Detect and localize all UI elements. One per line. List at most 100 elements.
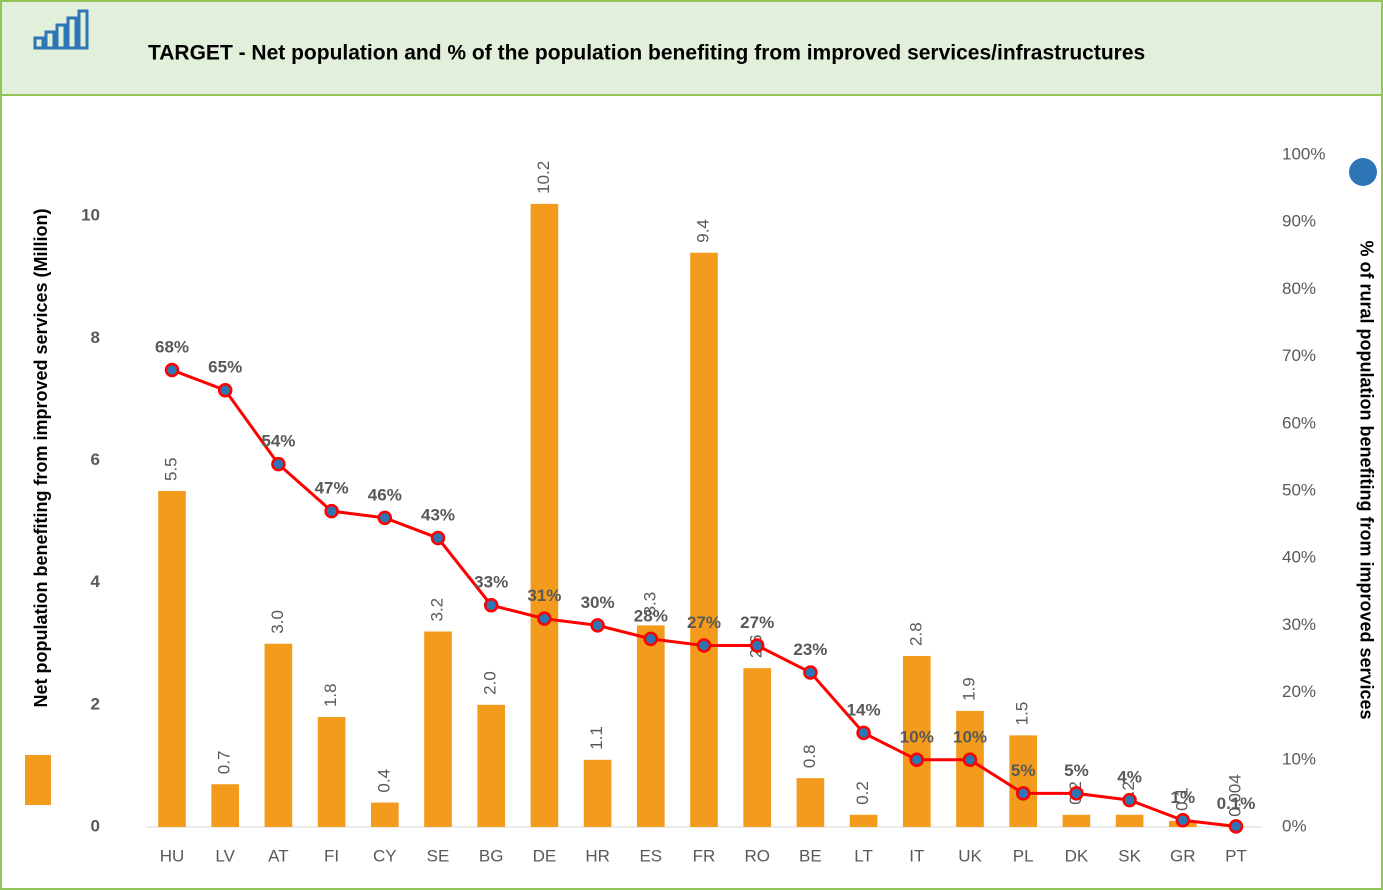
- line-value-label: 5%: [1064, 761, 1089, 780]
- line-value-label: 1%: [1171, 788, 1196, 807]
- line-value-label: 30%: [581, 593, 615, 612]
- line-value-label: 65%: [208, 358, 242, 377]
- bar-value-label: 5.5: [161, 457, 180, 481]
- y2-tick-label: 100%: [1282, 144, 1325, 163]
- bar-value-label: 2.8: [906, 622, 925, 646]
- x-tick-label: DE: [533, 846, 557, 865]
- bar-value-label: 3.0: [268, 610, 287, 634]
- line-marker: [643, 631, 659, 647]
- frame: [0, 94, 1383, 890]
- line-value-label: 4%: [1117, 768, 1142, 787]
- legend-bar-swatch: [25, 755, 51, 805]
- bar: [796, 778, 825, 827]
- bar-value-label: 0.2: [853, 781, 872, 805]
- line-value-label: 0.1%: [1217, 794, 1256, 813]
- bar: [317, 717, 346, 827]
- bar-value-label: 0.8: [800, 744, 819, 768]
- bar-value-label: 1.8: [321, 683, 340, 707]
- line-marker: [856, 725, 871, 741]
- x-tick-label: HU: [160, 846, 185, 865]
- x-tick-label: ES: [639, 846, 662, 865]
- bar-value-label: 10.2: [534, 161, 553, 194]
- bar: [370, 802, 399, 827]
- line-value-label: 28%: [634, 606, 668, 625]
- y2-tick-label: 80%: [1282, 279, 1316, 298]
- bar: [530, 203, 559, 827]
- bar: [743, 668, 772, 827]
- chart-title: TARGET - Net population and % of the pop…: [148, 42, 1145, 65]
- bar-value-label: 0.1: [1172, 787, 1191, 811]
- x-tick-label: LV: [215, 846, 235, 865]
- y-tick-label: 10: [81, 206, 100, 225]
- bar-value-label: 0.4: [374, 769, 393, 793]
- line-value-label: 43%: [421, 506, 455, 525]
- line-value-label: 27%: [687, 613, 721, 632]
- x-tick-label: IT: [909, 846, 924, 865]
- x-tick-label: AT: [268, 846, 288, 865]
- x-tick-label: BG: [479, 846, 504, 865]
- line-value-label: 27%: [740, 613, 774, 632]
- x-tick-label: PL: [1013, 846, 1034, 865]
- y-tick-label: 4: [91, 572, 101, 591]
- line-marker: [483, 597, 499, 613]
- line-value-label: 14%: [847, 700, 881, 719]
- bar: [1115, 814, 1144, 827]
- x-tick-label: SK: [1118, 846, 1141, 865]
- x-tick-label: PT: [1225, 846, 1247, 865]
- x-tick-label: FI: [324, 846, 339, 865]
- line-marker: [1069, 786, 1084, 801]
- bar: [956, 710, 984, 827]
- line-value-label: 47%: [315, 479, 349, 498]
- line-value-label: 10%: [953, 727, 987, 746]
- x-tick-label: GR: [1170, 846, 1196, 865]
- line-marker: [164, 362, 180, 378]
- bar-value-label: 3.2: [427, 598, 446, 622]
- bar: [424, 631, 452, 827]
- line-value-label: 46%: [368, 485, 402, 504]
- line-marker: [1122, 792, 1137, 808]
- bar: [158, 491, 186, 827]
- line-marker: [377, 510, 393, 526]
- line-marker: [803, 665, 818, 680]
- x-tick-label: BE: [799, 846, 822, 865]
- line-value-label: 5%: [1011, 761, 1036, 780]
- line-marker: [1015, 786, 1031, 801]
- y2-tick-label: 10%: [1282, 749, 1316, 768]
- line-value-label: 10%: [900, 727, 934, 746]
- bar: [583, 759, 612, 827]
- bar: [211, 784, 240, 827]
- legend-line-swatch: [1349, 158, 1377, 186]
- bar: [690, 252, 718, 827]
- y2-tick-label: 40%: [1282, 548, 1316, 567]
- line-value-label: 33%: [474, 573, 508, 592]
- line-value-label: 31%: [527, 586, 561, 605]
- x-tick-label: RO: [744, 846, 770, 865]
- x-tick-label: UK: [958, 846, 982, 865]
- bar: [849, 814, 878, 827]
- y-tick-label: 8: [91, 328, 100, 347]
- x-tick-label: SE: [427, 846, 450, 865]
- bar: [1062, 814, 1091, 827]
- y2-tick-label: 30%: [1282, 615, 1316, 634]
- bar-value-label: 1.5: [1013, 702, 1032, 726]
- line-marker: [909, 752, 925, 768]
- bar-value-label: 3.3: [640, 592, 659, 616]
- y-axis-title: Net population benefiting from improved …: [31, 208, 51, 707]
- x-tick-label: LT: [854, 846, 873, 865]
- line-marker: [430, 530, 446, 546]
- header: [0, 0, 1383, 96]
- bar-value-label: 1.9: [959, 677, 978, 701]
- line-marker: [217, 382, 233, 398]
- header-icon: [33, 9, 89, 50]
- bar-value-label: 2.0: [481, 671, 500, 695]
- bar: [1009, 735, 1038, 827]
- bar-value-label: 0.7: [215, 751, 234, 775]
- line-marker: [1175, 813, 1191, 828]
- line-marker: [324, 503, 339, 519]
- y2-tick-label: 20%: [1282, 682, 1316, 701]
- y2-tick-label: 0%: [1282, 816, 1307, 835]
- y2-tick-label: 90%: [1282, 212, 1316, 231]
- x-tick-label: HR: [585, 846, 610, 865]
- bar: [264, 643, 293, 827]
